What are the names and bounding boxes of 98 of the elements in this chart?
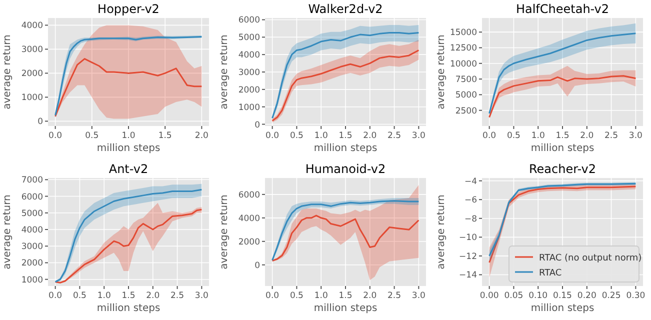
line-series (54, 58, 202, 118)
y-axis-title: average return (219, 194, 230, 270)
chart-title: Humanoid-v2 (305, 162, 386, 176)
legend-label: RTAC (539, 268, 562, 278)
y-axis-title: average return (2, 34, 13, 110)
y-tick-label: 5000 (238, 33, 260, 44)
y-tick-label: 1000 (238, 102, 260, 113)
chart-title: Ant-v2 (108, 162, 148, 176)
y-tick-label: 12500 (450, 44, 477, 54)
x-tick-label: 0.5 (85, 131, 99, 141)
y-tick-label: 0 (254, 120, 260, 130)
x-tick-label: 2.0 (580, 131, 594, 141)
x-tick-label: 1.5 (338, 291, 352, 301)
x-tick-label: 1.0 (531, 131, 545, 141)
x-tick-label: 3.0 (412, 291, 426, 301)
x-tick-label: 2.5 (604, 131, 618, 141)
y-tick-label: 4000 (238, 214, 260, 224)
x-tick-label: 1.0 (122, 131, 136, 141)
x-tick-label: 0.25 (602, 291, 621, 301)
x-axis-title: million steps (530, 143, 594, 154)
y-axis-title: average return (2, 194, 13, 270)
y-tick-label: 6000 (21, 192, 43, 202)
y-tick-label: −14 (459, 270, 477, 281)
y-tick-label: 0 (254, 260, 260, 271)
y-tick-label: 2500 (455, 106, 477, 116)
y-tick-label: −10 (459, 233, 477, 244)
x-tick-label: 1.0 (314, 131, 328, 141)
x-tick-label: 2.0 (363, 131, 377, 141)
y-tick-label: −12 (459, 252, 477, 262)
x-tick-label: 0.10 (528, 291, 548, 301)
y-tick-label: 7000 (21, 176, 43, 186)
x-tick-label: 2.5 (170, 291, 184, 301)
x-axis-title: million steps (96, 303, 160, 314)
x-tick-label: 0.30 (626, 291, 646, 301)
line-series (272, 214, 420, 262)
y-tick-label: 4000 (21, 21, 43, 32)
y-axis-title: average return (436, 34, 447, 110)
y-tick-label: 10000 (450, 59, 477, 70)
y-tick-label: 3000 (21, 242, 43, 252)
y-tick-label: −6 (464, 196, 477, 206)
x-tick-label: 1.5 (122, 291, 136, 301)
y-tick-label: 0 (38, 117, 43, 128)
x-tick-label: 0.5 (290, 291, 304, 301)
x-tick-label: 0.20 (577, 291, 596, 301)
x-axis-title: million steps (96, 143, 160, 154)
y-tick-label: 4000 (238, 50, 260, 61)
x-tick-label: 2.0 (146, 291, 160, 301)
x-tick-label: 0.5 (72, 291, 86, 301)
legend-label: RTAC (no output norm) (539, 254, 642, 264)
y-tick-label: 6000 (238, 16, 260, 26)
x-tick-label: 0.0 (482, 131, 496, 141)
x-tick-label: 0.0 (266, 131, 280, 141)
y-axis-title: average return (436, 194, 447, 270)
x-tick-label: 0.5 (290, 131, 304, 141)
x-tick-label: 0.0 (266, 291, 280, 301)
chart-title: Hopper-v2 (98, 2, 160, 16)
x-tick-label: 1.0 (97, 291, 111, 301)
y-tick-label: 5000 (21, 208, 43, 219)
chart-title: Walker2d-v2 (308, 2, 383, 16)
x-axis-title: million steps (314, 303, 378, 314)
x-tick-label: 1.5 (556, 131, 570, 141)
y-tick-label: 3000 (238, 68, 260, 78)
y-tick-label: 1000 (21, 275, 43, 286)
x-tick-label: 0.00 (480, 291, 499, 301)
x-tick-label: 2.0 (194, 131, 208, 141)
x-tick-label: 0.05 (504, 291, 524, 301)
y-tick-label: 2000 (238, 85, 260, 96)
x-tick-label: 1.5 (338, 131, 352, 141)
line-series (488, 75, 636, 118)
y-tick-label: 7500 (455, 75, 477, 86)
x-tick-label: 0.0 (48, 131, 62, 141)
x-tick-label: 1.0 (314, 291, 328, 301)
x-tick-label: 3.0 (628, 131, 642, 141)
x-tick-label: 0.0 (48, 291, 62, 301)
y-tick-label: 15000 (450, 28, 477, 38)
x-tick-label: 2.5 (388, 291, 402, 301)
x-tick-label: 3.0 (412, 131, 426, 141)
y-tick-label: 6000 (238, 190, 260, 200)
y-tick-label: 2000 (238, 237, 260, 248)
chart-title: Reacher-v2 (528, 162, 596, 176)
x-axis-title: million steps (314, 143, 378, 154)
x-tick-label: 3.0 (194, 291, 208, 301)
y-tick-label: 2000 (21, 258, 43, 269)
y-tick-label: −8 (464, 214, 477, 224)
y-tick-label: −4 (464, 176, 477, 187)
x-tick-label: 2.5 (388, 131, 402, 141)
y-tick-label: 5000 (455, 90, 477, 101)
y-tick-label: 3000 (21, 45, 43, 56)
y-tick-label: 4000 (21, 226, 43, 236)
x-tick-label: 2.0 (363, 291, 377, 301)
x-tick-label: 1.5 (158, 131, 172, 141)
y-tick-label: 2000 (21, 69, 43, 80)
x-tick-label: 0.5 (506, 131, 520, 141)
y-tick-label: 1000 (21, 93, 43, 104)
x-tick-label: 0.15 (553, 291, 572, 301)
chart-title: HalfCheetah-v2 (516, 2, 610, 16)
y-axis-title: average return (219, 34, 230, 110)
x-axis-title: million steps (530, 303, 594, 314)
